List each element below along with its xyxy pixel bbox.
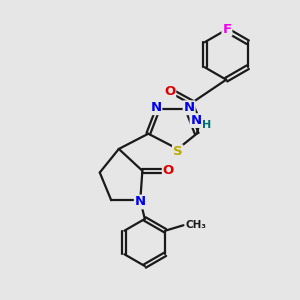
Text: N: N (190, 114, 202, 127)
Text: O: O (163, 164, 174, 177)
Text: O: O (164, 85, 176, 98)
Text: S: S (173, 145, 182, 158)
Text: N: N (184, 101, 195, 114)
Text: H: H (202, 120, 211, 130)
Text: N: N (135, 196, 146, 208)
Text: N: N (150, 101, 161, 114)
Text: F: F (222, 22, 232, 36)
Text: CH₃: CH₃ (185, 220, 206, 230)
